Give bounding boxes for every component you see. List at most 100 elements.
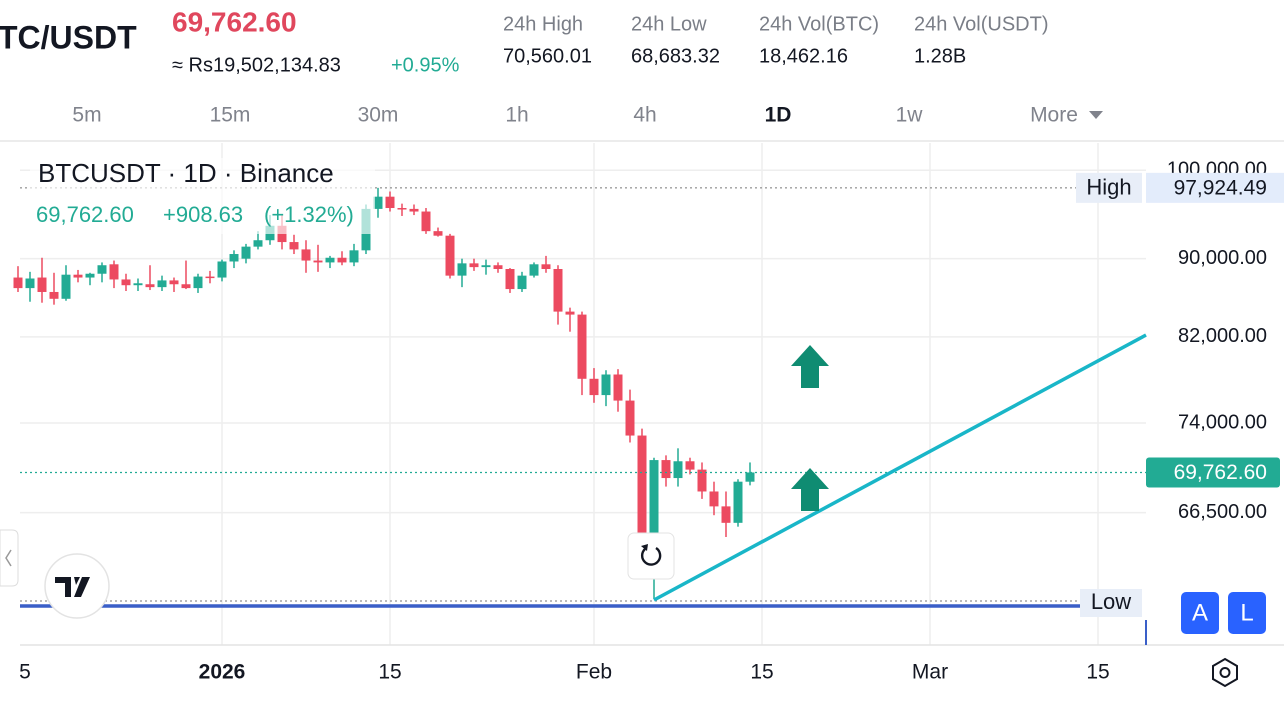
candle-body [49,291,59,299]
candle-body [73,274,83,278]
high-value-bg [1146,172,1284,203]
candle-body [457,263,467,276]
candle-body [541,264,551,270]
candle-body [685,461,695,470]
candle-body [433,231,443,236]
x-tick-label: 15 [750,661,773,684]
candle-body [697,469,707,492]
settings-icon-center [1219,667,1231,678]
up-arrow [791,345,829,388]
candle-body [25,278,35,289]
tv-logo-mark [55,577,90,597]
auto-scale-button[interactable] [1181,592,1219,634]
header-bg [0,0,1284,142]
candle-body [553,269,563,312]
candle-body [637,435,647,561]
y-tick-label: 90,000.00 [1178,247,1267,269]
y-tick-label: 74,000.00 [1178,411,1267,433]
timeframe-active[interactable]: 1D [765,104,792,127]
timeframe[interactable]: 1w [896,104,924,127]
candle-body [313,260,323,263]
low-label-bg [1080,589,1142,617]
y-tick-label: 66,500.00 [1178,501,1267,523]
stat-label: 24h High [503,13,583,35]
candle-body [349,250,359,263]
button-label: A [1192,599,1208,626]
candle-body [601,374,611,396]
trend-line [653,333,1147,602]
candle-body [121,279,131,286]
timeframe[interactable]: 4h [633,104,656,127]
x-tick-label: 2026 [199,661,246,684]
more-caret [1089,111,1103,119]
x-tick-label: Feb [576,661,612,684]
x-tick-label: Mar [912,661,948,684]
reset-icon-head [641,544,648,551]
candle-body [613,374,623,401]
candle-body [193,276,203,289]
candle-body [577,314,587,379]
stat-value: 18,462.16 [759,45,848,67]
settings-icon[interactable] [1212,657,1238,688]
candle-body [337,257,347,263]
candle-body [181,284,191,289]
candle-body [37,277,47,292]
candle-body [409,208,419,212]
change: +0.95% [391,54,460,76]
low-label: Low [1091,589,1131,614]
legend-last: 69,762.60 [36,202,134,227]
candle-body [145,284,155,288]
candle-body [733,481,743,523]
candle-body [469,263,479,268]
button-label: L [1240,599,1253,626]
last-price-label: 69,762.60 [1174,461,1267,484]
candle-body [13,277,23,289]
overlay: High 97,924.49 69,762.60 Low BTCUSDT · 1D · … [20,158,1284,645]
side-tab[interactable] [0,529,19,587]
x-tick-label: 15 [1086,661,1109,684]
log-scale-button[interactable] [1228,592,1266,634]
candle-body [421,211,431,232]
candle-body [385,196,395,209]
stat-label: 24h Vol(USDT) [914,13,1049,35]
high-label-bg [1076,172,1142,203]
legend-change-pct: (+1.32%) [264,202,354,227]
tv-logo[interactable] [44,553,110,619]
candle-body [709,491,719,507]
timeframe[interactable]: 30m [358,104,399,127]
candle-body [397,208,407,210]
candle-body [241,246,251,259]
plot-area: 5 2026 15 Feb 15 Mar 15100,000.0090,000.0082,0… [13,143,1284,684]
candle-body [61,274,71,299]
timeframe[interactable]: 15m [210,104,251,127]
candle-body [529,264,539,276]
legend-bg [30,158,375,234]
candle-body [721,506,731,523]
candle-body [253,240,263,247]
timeframe[interactable]: 5m [72,104,101,127]
high-value: 97,924.49 [1174,176,1267,199]
legend-title: BTCUSDT · 1D · Binance [38,158,334,188]
candle-body [205,276,215,279]
candle-body [505,269,515,290]
candle-body [133,283,143,286]
candle-body [673,461,683,479]
stat-label: 24h Low [631,13,707,35]
candle-body [625,400,635,436]
reset-button[interactable] [627,532,675,580]
candle-body [445,235,455,276]
x-tick-label: 5 [19,661,31,684]
candle-body [229,254,239,262]
stat-label: 24h Vol(BTC) [759,13,879,35]
candle-body [109,264,119,280]
timeframe-more[interactable]: More [1030,104,1078,127]
timeframe[interactable]: 1h [505,104,528,127]
candle-body [157,280,167,288]
last-price-bg [1146,457,1280,488]
x-tick-label: 15 [378,661,401,684]
pair: TC/USDT [0,19,137,55]
fiat-price: ≈ Rs19,502,134.83 [172,54,341,76]
candle-body [97,265,107,274]
